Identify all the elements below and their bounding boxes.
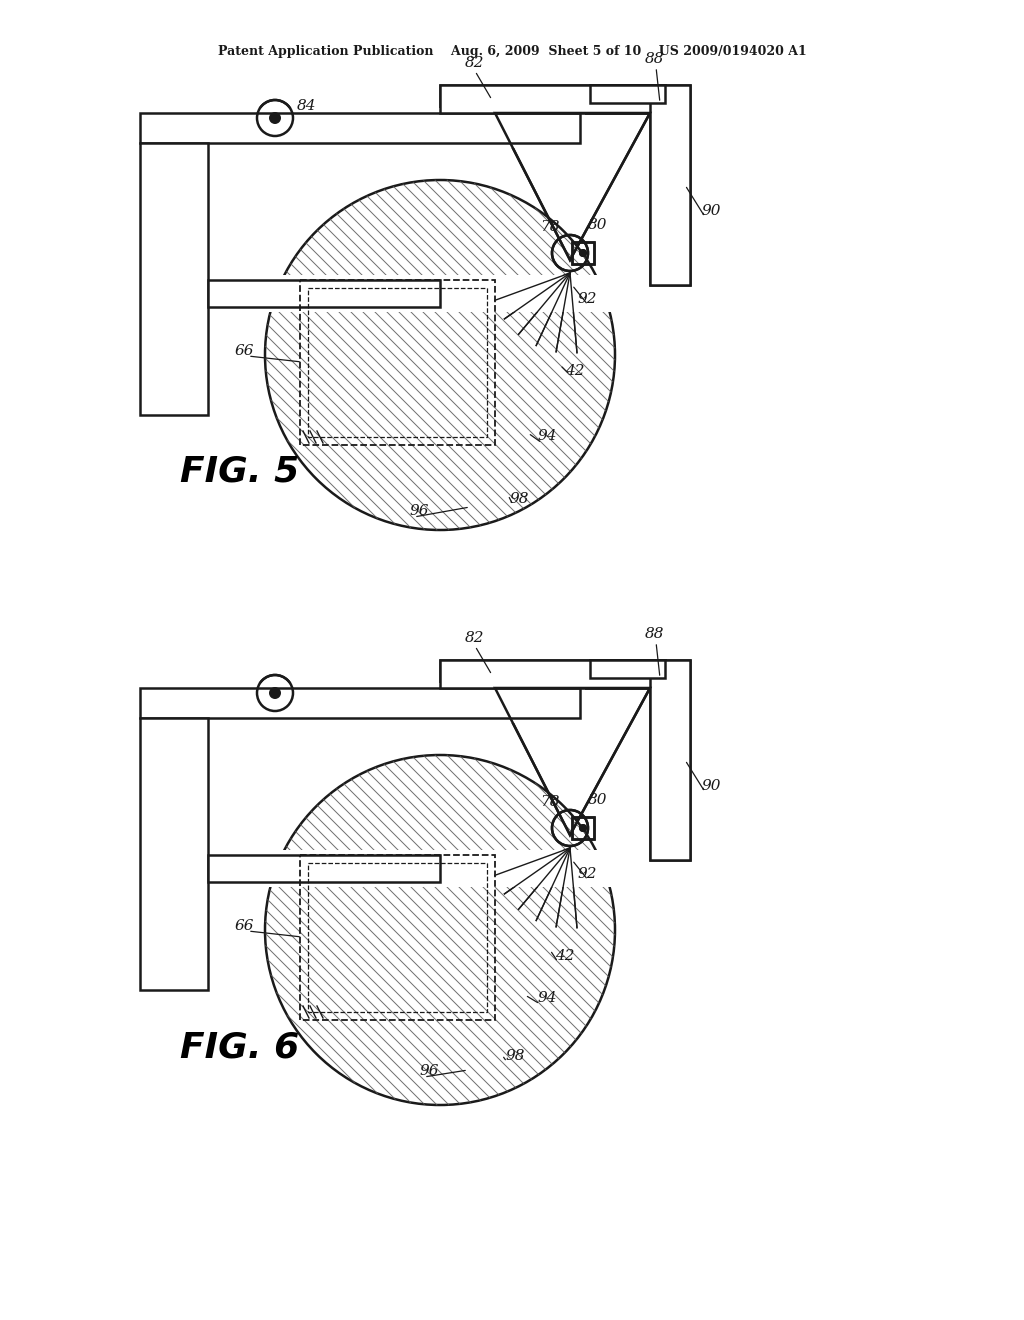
Text: 80: 80 — [588, 218, 607, 232]
Bar — [590, 84, 665, 103]
Text: 42: 42 — [565, 364, 585, 378]
Bar — [203, 850, 645, 887]
Text: 94: 94 — [538, 429, 557, 444]
Bar — [208, 280, 440, 308]
Bar — [572, 242, 594, 264]
Bar — [650, 84, 690, 285]
Bar — [650, 84, 690, 285]
Bar — [440, 84, 665, 114]
Circle shape — [579, 824, 587, 832]
Bar — [590, 660, 665, 678]
Text: 96: 96 — [420, 1064, 439, 1078]
Text: Patent Application Publication    Aug. 6, 2009  Sheet 5 of 10    US 2009/0194020: Patent Application Publication Aug. 6, 2… — [218, 45, 806, 58]
Bar — [572, 817, 594, 840]
Bar — [140, 143, 208, 414]
Bar — [650, 660, 690, 861]
Circle shape — [269, 686, 281, 700]
Circle shape — [579, 249, 587, 257]
Bar — [590, 84, 665, 103]
Bar — [572, 817, 594, 840]
Bar — [140, 718, 208, 990]
Bar — [650, 660, 690, 861]
Circle shape — [579, 824, 587, 832]
Bar — [440, 660, 665, 688]
Bar — [572, 242, 594, 264]
Text: 88: 88 — [645, 51, 665, 66]
Bar — [135, 81, 213, 420]
Text: 82: 82 — [465, 631, 484, 645]
Text: 98: 98 — [510, 492, 529, 506]
Bar — [300, 855, 495, 1020]
Circle shape — [269, 686, 281, 700]
Bar — [308, 288, 487, 437]
Bar — [590, 660, 665, 678]
Text: 66: 66 — [234, 919, 255, 933]
Bar — [140, 114, 580, 143]
Bar — [140, 114, 580, 143]
Bar — [308, 863, 487, 1012]
Circle shape — [579, 249, 587, 257]
Text: 92: 92 — [578, 292, 597, 306]
Text: 42: 42 — [555, 949, 574, 964]
Bar — [135, 655, 213, 995]
Text: 66: 66 — [234, 345, 255, 358]
Bar — [140, 143, 208, 414]
Text: 88: 88 — [645, 627, 665, 642]
Text: 94: 94 — [538, 991, 557, 1005]
Text: FIG. 6: FIG. 6 — [180, 1030, 300, 1064]
Bar — [440, 660, 665, 688]
Bar — [208, 855, 440, 882]
Bar — [135, 108, 585, 148]
Text: 92: 92 — [578, 867, 597, 880]
Text: 80: 80 — [588, 793, 607, 807]
Text: 90: 90 — [702, 779, 722, 793]
Bar — [140, 718, 208, 990]
Bar — [208, 855, 440, 882]
Bar — [440, 84, 665, 114]
Text: 82: 82 — [465, 55, 484, 70]
Bar — [140, 688, 580, 718]
Text: 96: 96 — [410, 504, 429, 517]
Bar — [203, 275, 645, 312]
Bar — [140, 688, 580, 718]
Bar — [135, 682, 585, 723]
Circle shape — [269, 112, 281, 124]
Text: 90: 90 — [702, 205, 722, 218]
Text: 98: 98 — [505, 1049, 524, 1063]
Text: 78: 78 — [540, 220, 559, 234]
Text: FIG. 5: FIG. 5 — [180, 455, 300, 488]
Bar — [300, 280, 495, 445]
Text: 84: 84 — [297, 99, 316, 114]
Text: 78: 78 — [540, 795, 559, 809]
Circle shape — [269, 112, 281, 124]
Bar — [208, 280, 440, 308]
